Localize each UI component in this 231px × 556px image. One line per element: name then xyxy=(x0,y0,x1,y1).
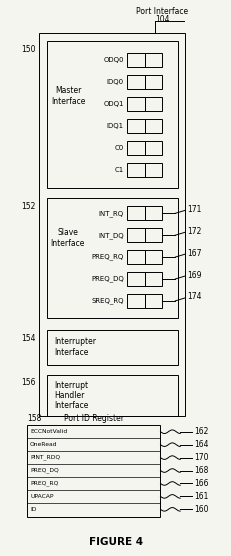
Text: 166: 166 xyxy=(193,479,208,488)
Text: SREQ_RQ: SREQ_RQ xyxy=(91,297,123,304)
Text: PREQ_RQ: PREQ_RQ xyxy=(30,480,58,486)
Text: IDQ0: IDQ0 xyxy=(106,79,123,85)
Text: Interrupt
Handler
Interface: Interrupt Handler Interface xyxy=(55,380,89,410)
Bar xyxy=(126,206,144,220)
Bar xyxy=(144,272,162,286)
Bar xyxy=(126,162,144,176)
Text: 156: 156 xyxy=(21,379,36,388)
Text: Slave
Interface: Slave Interface xyxy=(50,229,84,248)
Text: 164: 164 xyxy=(193,440,208,449)
Text: ECCNotValid: ECCNotValid xyxy=(30,429,67,434)
Bar xyxy=(126,141,144,155)
Text: 162: 162 xyxy=(193,427,207,436)
Bar xyxy=(144,294,162,308)
Text: PREQ_DQ: PREQ_DQ xyxy=(91,276,123,282)
Text: 168: 168 xyxy=(193,466,207,475)
Text: PREQ_RQ: PREQ_RQ xyxy=(91,254,123,260)
Text: 154: 154 xyxy=(21,334,36,342)
Text: C1: C1 xyxy=(114,167,123,172)
Text: Master
Interface: Master Interface xyxy=(51,86,85,106)
Text: PREQ_DQ: PREQ_DQ xyxy=(30,468,58,473)
Text: Port Interface: Port Interface xyxy=(136,7,188,16)
Text: FIGURE 4: FIGURE 4 xyxy=(88,537,143,547)
Bar xyxy=(144,97,162,111)
Bar xyxy=(126,75,144,89)
Text: 161: 161 xyxy=(193,492,207,501)
Bar xyxy=(126,294,144,308)
Bar xyxy=(126,272,144,286)
Bar xyxy=(144,141,162,155)
Text: ID: ID xyxy=(30,507,36,512)
Text: INT_RQ: INT_RQ xyxy=(98,210,123,217)
Text: 169: 169 xyxy=(186,271,201,280)
Text: OneRead: OneRead xyxy=(30,442,57,447)
Text: IDQ1: IDQ1 xyxy=(106,123,123,129)
Bar xyxy=(144,162,162,176)
Text: 170: 170 xyxy=(193,453,208,462)
Bar xyxy=(126,250,144,264)
Text: Interrupter
Interface: Interrupter Interface xyxy=(55,337,96,357)
Text: ODQ0: ODQ0 xyxy=(103,57,123,63)
Text: 172: 172 xyxy=(186,227,201,236)
Bar xyxy=(126,119,144,133)
Bar xyxy=(47,330,177,365)
Bar xyxy=(126,229,144,242)
Text: UPACAP: UPACAP xyxy=(30,494,53,499)
Bar xyxy=(39,33,184,416)
Bar xyxy=(144,119,162,133)
Bar xyxy=(144,75,162,89)
Bar xyxy=(144,250,162,264)
Text: 171: 171 xyxy=(186,205,201,214)
Bar xyxy=(47,41,177,188)
Bar xyxy=(126,97,144,111)
Bar xyxy=(27,425,160,517)
Text: 167: 167 xyxy=(186,249,201,257)
Bar xyxy=(144,206,162,220)
Text: 158: 158 xyxy=(27,414,41,423)
Text: INT_DQ: INT_DQ xyxy=(98,232,123,239)
Bar xyxy=(144,229,162,242)
Text: Port ID Register: Port ID Register xyxy=(64,414,123,423)
Text: C0: C0 xyxy=(114,145,123,151)
Text: 104: 104 xyxy=(155,16,169,24)
Text: ODQ1: ODQ1 xyxy=(103,101,123,107)
Text: PINT_RDQ: PINT_RDQ xyxy=(30,455,60,460)
Bar xyxy=(47,198,177,318)
Bar xyxy=(47,375,177,416)
Text: 160: 160 xyxy=(193,505,208,514)
Bar xyxy=(144,53,162,67)
Text: 150: 150 xyxy=(21,45,36,54)
Text: 152: 152 xyxy=(21,202,36,211)
Bar xyxy=(126,53,144,67)
Text: 174: 174 xyxy=(186,292,201,301)
